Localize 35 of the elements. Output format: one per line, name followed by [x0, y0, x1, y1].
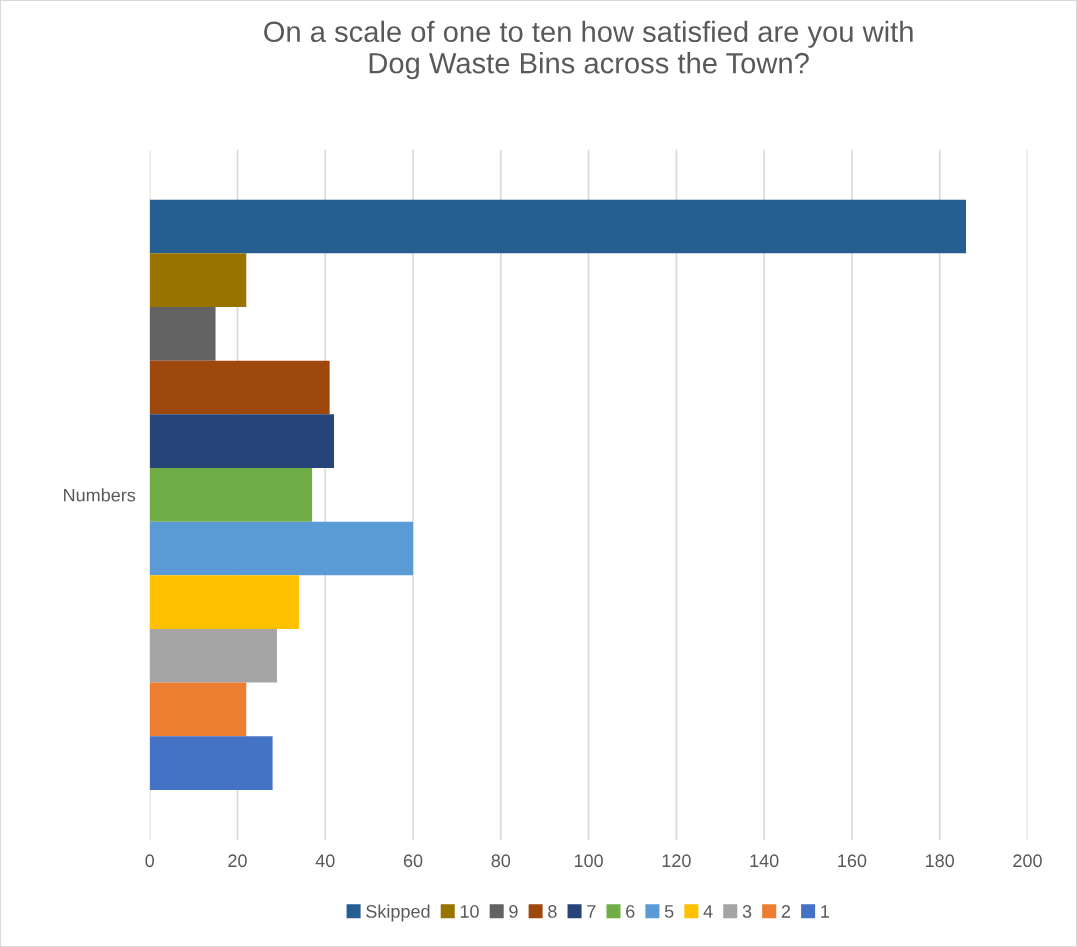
- bar: [149, 682, 247, 737]
- legend-label: 5: [664, 905, 674, 918]
- bar: [149, 575, 299, 629]
- legend-label: 3: [742, 905, 752, 918]
- bar: [149, 307, 216, 361]
- x-tick-label: 40: [315, 854, 335, 868]
- bar: [149, 467, 313, 522]
- x-tick-label: 60: [403, 854, 423, 868]
- bar: [149, 521, 414, 576]
- bar: [149, 414, 335, 468]
- legend-label: 10: [460, 905, 479, 918]
- bar: [149, 360, 330, 415]
- bar: [149, 628, 277, 683]
- legend-label: 6: [626, 905, 635, 918]
- x-tick-label: 80: [491, 854, 511, 868]
- x-tick-label: 160: [838, 854, 867, 868]
- legend-label: 4: [703, 905, 713, 918]
- bar: [149, 199, 967, 254]
- bar: [149, 253, 247, 307]
- x-tick-label: 140: [750, 854, 779, 868]
- legend-label: Skipped: [366, 904, 430, 922]
- x-tick-label: 120: [662, 854, 691, 868]
- x-tick-label: 0: [145, 854, 155, 868]
- x-tick-label: 200: [1013, 854, 1042, 868]
- legend-label: 7: [587, 905, 596, 918]
- legend-label: 9: [509, 905, 518, 918]
- y-tick-label: Numbers: [64, 488, 136, 502]
- legend-label: 2: [781, 905, 791, 918]
- bar: [149, 736, 273, 790]
- x-tick-label: 20: [228, 854, 247, 868]
- x-tick-label: 180: [926, 854, 955, 868]
- x-tick-label: 100: [574, 854, 603, 868]
- legend-label: 8: [548, 905, 557, 918]
- chart-title: On a scale of one to ten how satisfied are you with Dog Waste Bins across the Town?: [264, 20, 913, 80]
- legend-label: 1: [821, 905, 830, 918]
